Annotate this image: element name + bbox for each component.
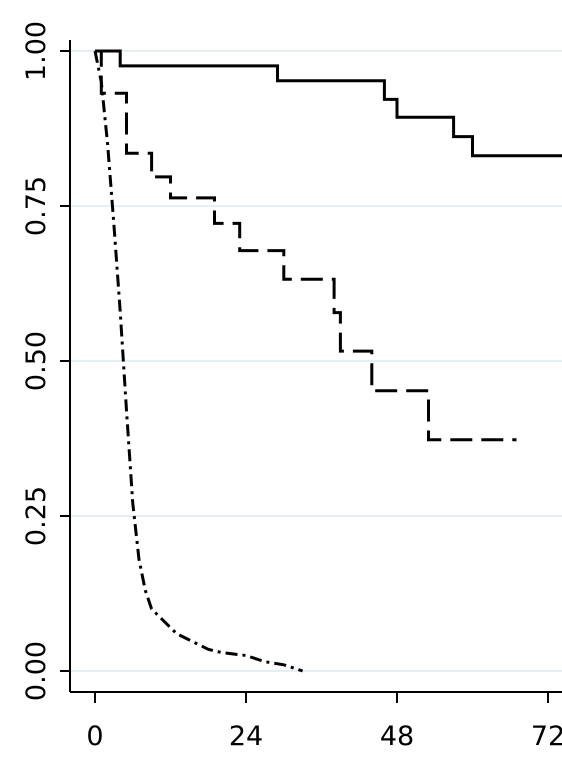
x-tick-label: 0 — [86, 721, 103, 752]
x-tick-label: 48 — [380, 721, 414, 752]
y-tick-label: 0.25 — [21, 486, 52, 546]
axes — [69, 40, 562, 693]
ticks: 0.00 0.25 0.50 0.75 1.00 0 24 48 72 — [21, 21, 562, 752]
x-tick-label: 24 — [229, 721, 263, 752]
x-tick-label: 72 — [531, 721, 562, 752]
y-tick-label: 0.00 — [21, 641, 52, 701]
y-tick-label: 1.00 — [21, 21, 52, 81]
y-tick-label: 0.50 — [21, 331, 52, 391]
series-line-dashdot — [93, 50, 304, 673]
series — [93, 49, 562, 673]
series-line-solid — [95, 49, 562, 158]
y-tick-label: 0.75 — [21, 176, 52, 236]
gridlines — [71, 50, 562, 672]
series-line-dashed — [95, 49, 517, 442]
